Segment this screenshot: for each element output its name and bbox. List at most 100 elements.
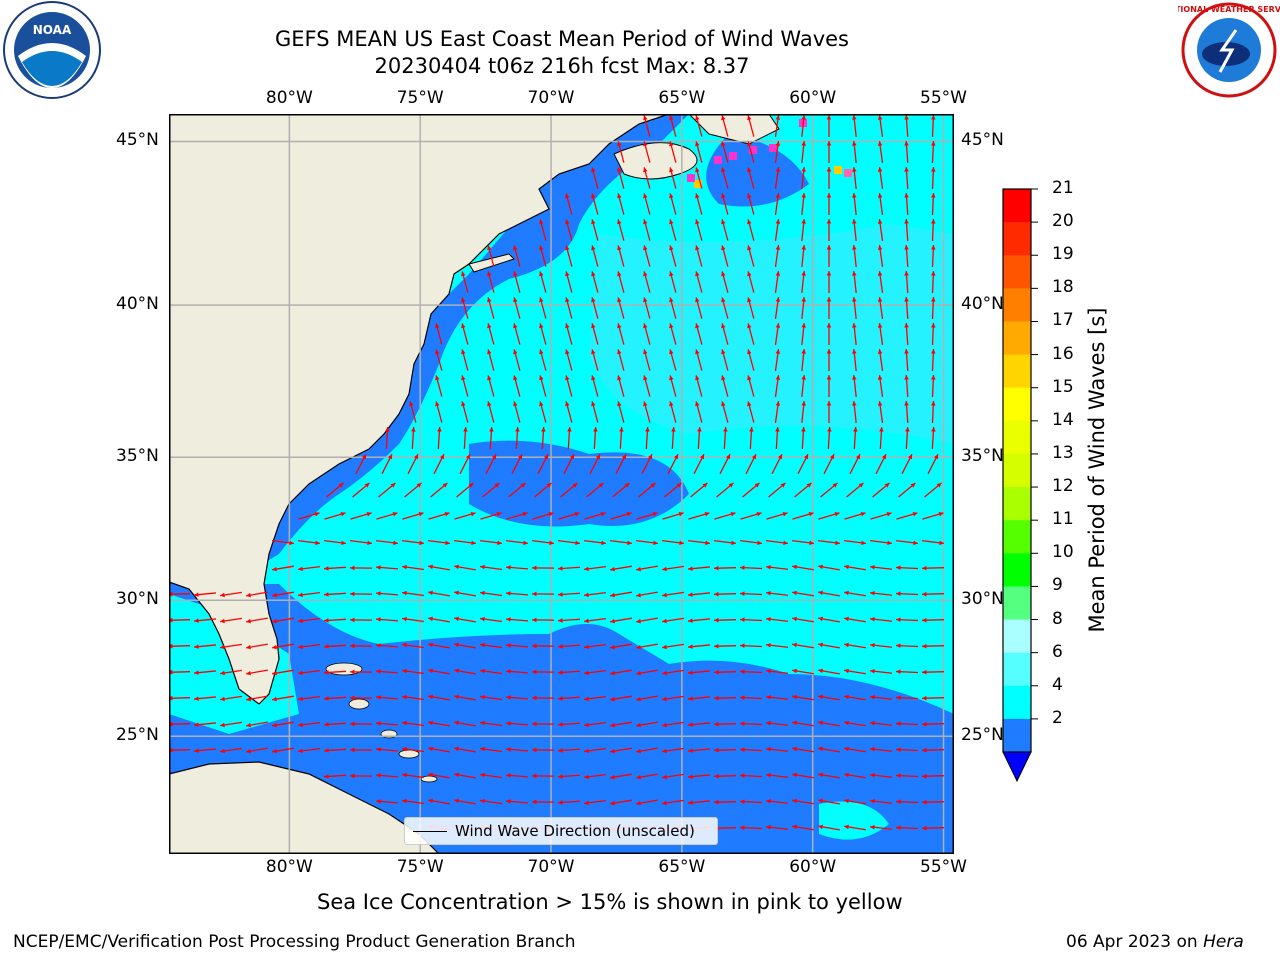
wave-direction-arrow — [844, 642, 866, 649]
wave-direction-arrow — [531, 773, 555, 779]
colorbar-tick-label: 11 — [1052, 509, 1074, 530]
wave-direction-arrow — [739, 565, 763, 570]
wave-direction-arrow — [801, 114, 806, 138]
wave-direction-arrow — [508, 482, 526, 498]
wave-direction-arrow — [721, 271, 729, 293]
wave-direction-arrow — [895, 799, 919, 804]
colorbar-segment — [1003, 420, 1031, 455]
wave-direction-arrow — [610, 695, 632, 702]
wave-direction-arrow — [531, 643, 555, 649]
wave-direction-arrow — [375, 643, 399, 648]
wave-direction-arrow — [643, 297, 651, 319]
wave-direction-arrow — [610, 799, 632, 806]
land-nova-scotia — [613, 142, 698, 180]
wave-direction-arrow — [402, 642, 424, 649]
wave-direction-arrow — [695, 141, 703, 163]
wave-direction-arrow — [643, 375, 651, 397]
wave-direction-arrow — [220, 669, 242, 676]
wave-direction-arrow — [690, 482, 708, 498]
wave-direction-arrow — [904, 166, 909, 190]
wave-direction-arrow — [323, 592, 347, 597]
wave-direction-arrow — [584, 695, 606, 702]
wave-direction-arrow — [272, 565, 294, 572]
wave-direction-arrow — [895, 565, 919, 570]
wave-direction-arrow — [896, 539, 918, 546]
wave-direction-arrow — [584, 643, 606, 650]
wave-direction-arrow — [617, 271, 625, 293]
wave-direction-arrow — [428, 746, 450, 753]
wave-direction-arrow — [801, 166, 806, 190]
wave-direction-arrow — [617, 323, 625, 345]
wave-direction-arrow — [818, 720, 840, 727]
lat-label-right: 25°N — [961, 725, 1004, 746]
wave-direction-arrow — [931, 244, 936, 268]
wave-direction-arrow — [272, 695, 294, 702]
wave-direction-arrow — [617, 375, 625, 397]
wave-direction-arrow — [721, 375, 729, 397]
wave-direction-arrow — [721, 401, 729, 423]
wave-direction-arrow — [246, 617, 268, 624]
lon-label-top: 70°W — [527, 88, 575, 108]
southeast-mid-patch — [819, 801, 889, 840]
wave-direction-arrow — [487, 297, 495, 319]
wave-direction-arrow — [480, 720, 502, 727]
wave-direction-arrow — [801, 400, 806, 424]
wave-direction-arrow — [872, 482, 890, 498]
wave-direction-arrow — [695, 219, 703, 241]
wave-direction-arrow — [801, 322, 806, 346]
land-bahamas-island — [348, 698, 370, 710]
wave-direction-arrow — [461, 401, 469, 423]
wave-direction-arrow — [931, 296, 936, 320]
wave-direction-arrow — [801, 348, 806, 372]
colorbar-tick-label: 9 — [1052, 575, 1063, 596]
wave-direction-arrow — [506, 511, 528, 520]
wave-direction-arrow — [667, 453, 679, 475]
legend-label: Wind Wave Direction (unscaled) — [455, 822, 695, 840]
wave-direction-arrow — [381, 453, 393, 475]
wave-direction-arrow — [480, 746, 502, 753]
wave-direction-arrow — [695, 167, 703, 189]
footer-machine: Hera — [1203, 932, 1244, 952]
wave-direction-arrow — [826, 166, 832, 190]
wave-direction-arrow — [480, 616, 502, 623]
wave-direction-arrow — [844, 694, 866, 701]
wave-direction-arrow — [461, 375, 469, 397]
wave-direction-arrow — [801, 218, 806, 242]
wave-direction-arrow — [921, 695, 945, 701]
sea-ice-cell — [844, 169, 852, 177]
wave-direction-arrow — [584, 617, 606, 624]
wave-direction-arrow — [877, 141, 884, 163]
wave-period-map — [167, 113, 954, 855]
wave-direction-arrow — [818, 511, 840, 520]
wave-direction-arrow — [877, 323, 884, 345]
wave-direction-arrow — [480, 539, 502, 546]
wave-direction-arrow — [349, 747, 373, 753]
wave-direction-arrow — [591, 349, 599, 371]
wave-direction-arrow — [669, 219, 677, 241]
wave-direction-arrow — [697, 426, 702, 450]
wave-direction-arrow — [844, 511, 866, 520]
wave-direction-arrow — [721, 349, 729, 371]
wave-direction-arrow — [557, 644, 581, 649]
wave-direction-arrow — [895, 773, 919, 778]
wave-direction-arrow — [721, 323, 729, 345]
wave-direction-arrow — [662, 565, 684, 572]
wave-direction-arrow — [456, 482, 474, 498]
wave-direction-arrow — [539, 271, 547, 293]
colorbar-segment — [1003, 321, 1031, 356]
wave-direction-arrow — [610, 747, 632, 754]
wave-direction-arrow — [774, 219, 781, 241]
wave-direction-arrow — [921, 799, 945, 805]
wave-direction-arrow — [323, 696, 347, 701]
wave-direction-arrow — [563, 453, 575, 475]
wave-direction-arrow — [869, 747, 893, 752]
wave-direction-arrow — [844, 746, 866, 753]
wave-direction-arrow — [844, 798, 866, 805]
wave-direction-arrow — [645, 426, 650, 450]
wave-direction-arrow — [852, 270, 857, 294]
wave-direction-arrow — [487, 323, 495, 345]
wave-direction-arrow — [719, 453, 731, 475]
wave-direction-arrow — [774, 271, 781, 293]
wave-direction-arrow — [877, 193, 884, 215]
wave-direction-arrow — [402, 772, 424, 779]
